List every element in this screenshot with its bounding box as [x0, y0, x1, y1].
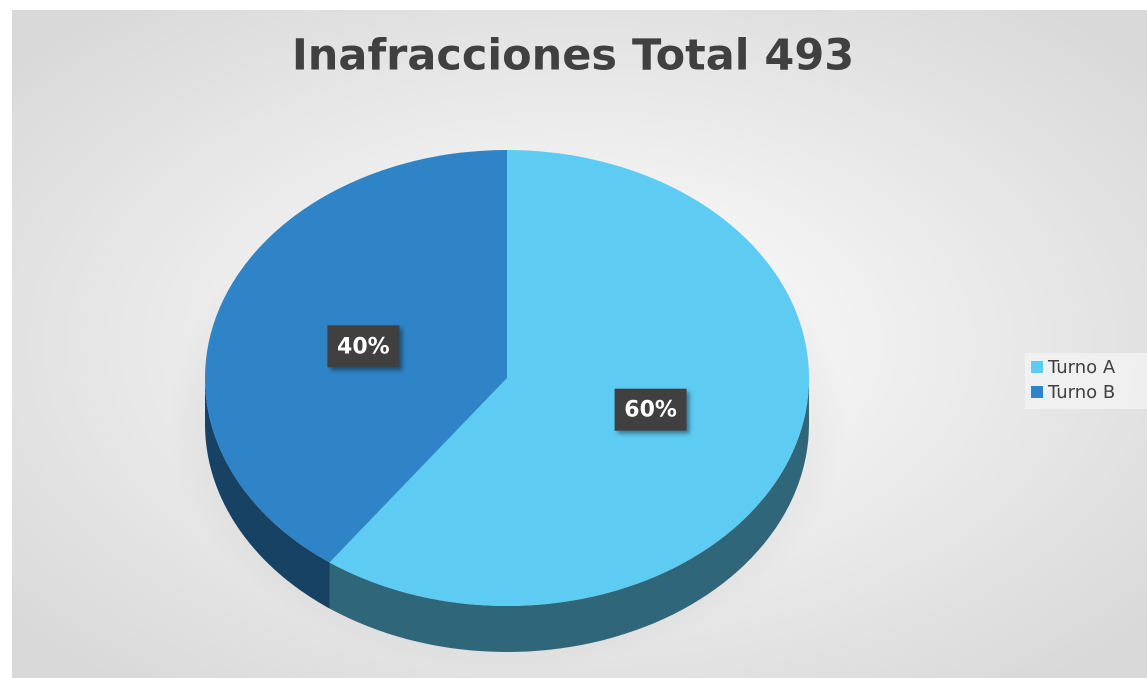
legend-swatch: [1031, 361, 1043, 373]
pie-side: [205, 378, 330, 609]
legend-box: [1025, 353, 1147, 409]
data-label-box: [614, 388, 687, 431]
data-label: 60%: [624, 398, 677, 423]
legend-swatch: [1031, 386, 1043, 398]
data-label: 40%: [337, 334, 390, 359]
legend-label: Turno B: [1047, 382, 1115, 403]
data-label-box: [327, 325, 400, 368]
chart-title: Inafracciones Total 493: [292, 31, 854, 81]
pie-side: [329, 378, 809, 652]
legend-label: Turno A: [1047, 357, 1116, 378]
pie-slice: [329, 150, 809, 606]
